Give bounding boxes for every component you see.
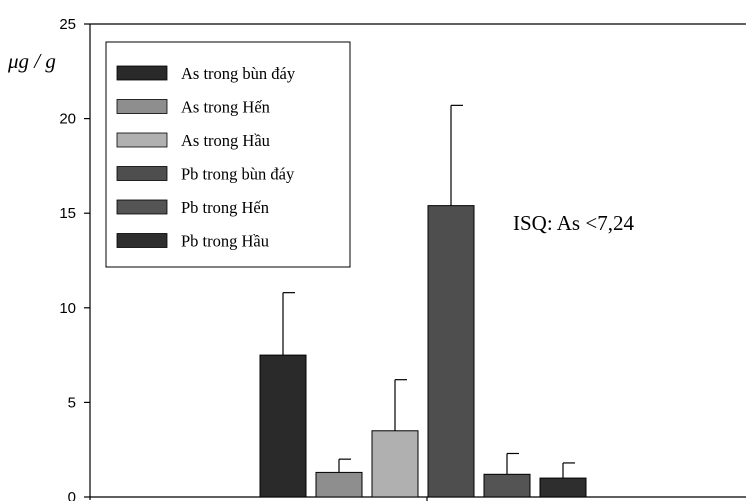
legend-label: Pb trong bùn đáy	[181, 165, 295, 184]
legend-label: Pb trong Hến	[181, 198, 269, 217]
legend-swatch	[116, 99, 168, 114]
bar	[427, 205, 475, 498]
legend-swatch	[116, 65, 168, 81]
legend-label: As trong bùn đáy	[181, 64, 296, 83]
y-tick-label: 5	[68, 394, 76, 411]
legend-swatch	[116, 132, 168, 148]
legend-label: As trong Hến	[181, 98, 270, 117]
y-tick-label: 15	[59, 205, 76, 222]
y-tick-label: 20	[59, 111, 76, 128]
bar	[315, 471, 363, 498]
y-tick-label: 0	[68, 489, 76, 501]
bar	[371, 430, 419, 498]
legend: As trong bùn đáy As trong Hến As trong Hầu…	[105, 41, 351, 268]
legend-label: Pb trong Hầu	[181, 232, 269, 251]
bar	[483, 473, 531, 498]
y-axis-unit-label: μg / g	[7, 49, 56, 73]
legend-swatch	[116, 233, 168, 248]
legend-swatch	[116, 166, 168, 181]
y-tick-label: 25	[59, 16, 76, 33]
error-bars	[282, 104, 575, 479]
bar	[259, 354, 307, 498]
legend-swatch	[116, 199, 168, 215]
legend-label: As trong Hầu	[181, 131, 270, 150]
y-tick-label: 10	[59, 300, 76, 317]
bars	[259, 205, 587, 498]
isq-annotation: ISQ: As <7,24	[513, 211, 634, 235]
bar	[539, 477, 587, 498]
